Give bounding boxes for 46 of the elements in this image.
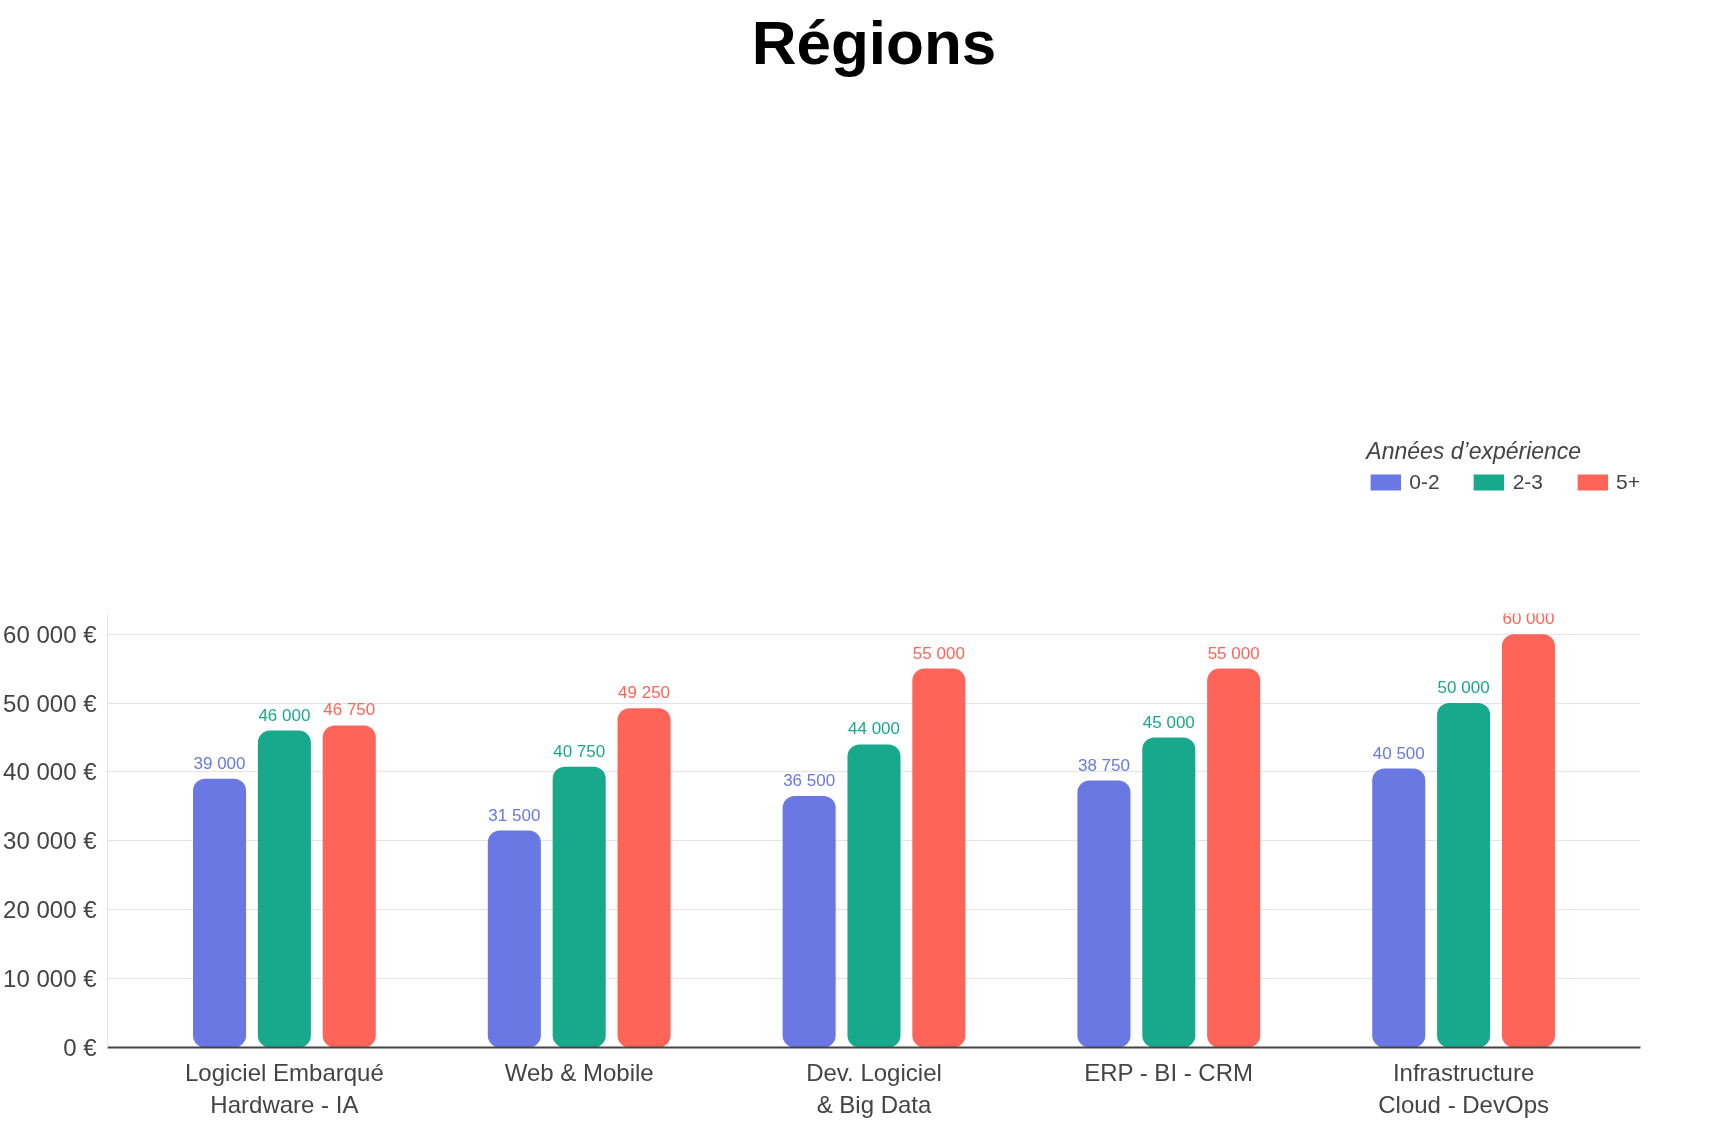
bar xyxy=(257,730,311,1048)
bar xyxy=(1077,780,1131,1048)
bar xyxy=(912,668,966,1048)
legend-label: 0-2 xyxy=(1409,470,1440,494)
data-label: 40 750 xyxy=(553,741,606,761)
bar xyxy=(1437,703,1491,1048)
data-label: 46 750 xyxy=(323,700,376,720)
bar xyxy=(1142,737,1196,1048)
data-label: 55 000 xyxy=(1207,643,1260,663)
legend-title: Années d’expérience xyxy=(1366,438,1583,465)
data-label: 50 000 xyxy=(1437,678,1490,698)
x-tick-label: Dev. Logiciel & Big Data xyxy=(806,1058,942,1118)
bar xyxy=(192,778,247,1048)
bar xyxy=(1207,668,1261,1048)
y-tick-label: 30 000 € xyxy=(3,827,98,855)
y-tick-label: 10 000 € xyxy=(3,965,98,993)
chart-title: Régions xyxy=(751,7,997,77)
legend-label: 5+ xyxy=(1616,470,1640,494)
bar xyxy=(487,830,541,1048)
y-tick-label: 60 000 € xyxy=(3,620,98,648)
data-label: 49 250 xyxy=(618,683,671,703)
bar xyxy=(617,708,671,1048)
data-label: 36 500 xyxy=(783,771,836,791)
y-tick-label: 40 000 € xyxy=(3,758,98,786)
bar xyxy=(552,766,606,1048)
legend-label: 2-3 xyxy=(1512,470,1544,494)
bar xyxy=(782,796,836,1048)
x-tick-label: Web & Mobile xyxy=(504,1058,654,1086)
data-label: 31 500 xyxy=(488,805,541,825)
x-tick-label: Logiciel Embarqué Hardware - IA xyxy=(184,1058,384,1118)
bar xyxy=(1501,634,1556,1048)
bar xyxy=(322,725,376,1048)
data-label: 44 000 xyxy=(848,719,900,739)
y-tick-label: 20 000 € xyxy=(3,896,98,924)
data-label: 39 000 xyxy=(193,753,246,773)
x-tick-label: Infrastructure Cloud - DevOps xyxy=(1378,1058,1549,1118)
y-tick-label: 50 000 € xyxy=(3,689,98,717)
bar xyxy=(1372,768,1426,1048)
data-label: 46 000 xyxy=(258,705,311,725)
data-label: 45 000 xyxy=(1142,712,1195,732)
data-label: 38 750 xyxy=(1077,755,1130,775)
data-label: 55 000 xyxy=(912,643,965,663)
y-tick-label: 0 € xyxy=(63,1034,98,1061)
data-label: 40 500 xyxy=(1372,743,1425,763)
x-tick-label: ERP - BI - CRM xyxy=(1084,1058,1254,1086)
bar xyxy=(847,744,901,1048)
